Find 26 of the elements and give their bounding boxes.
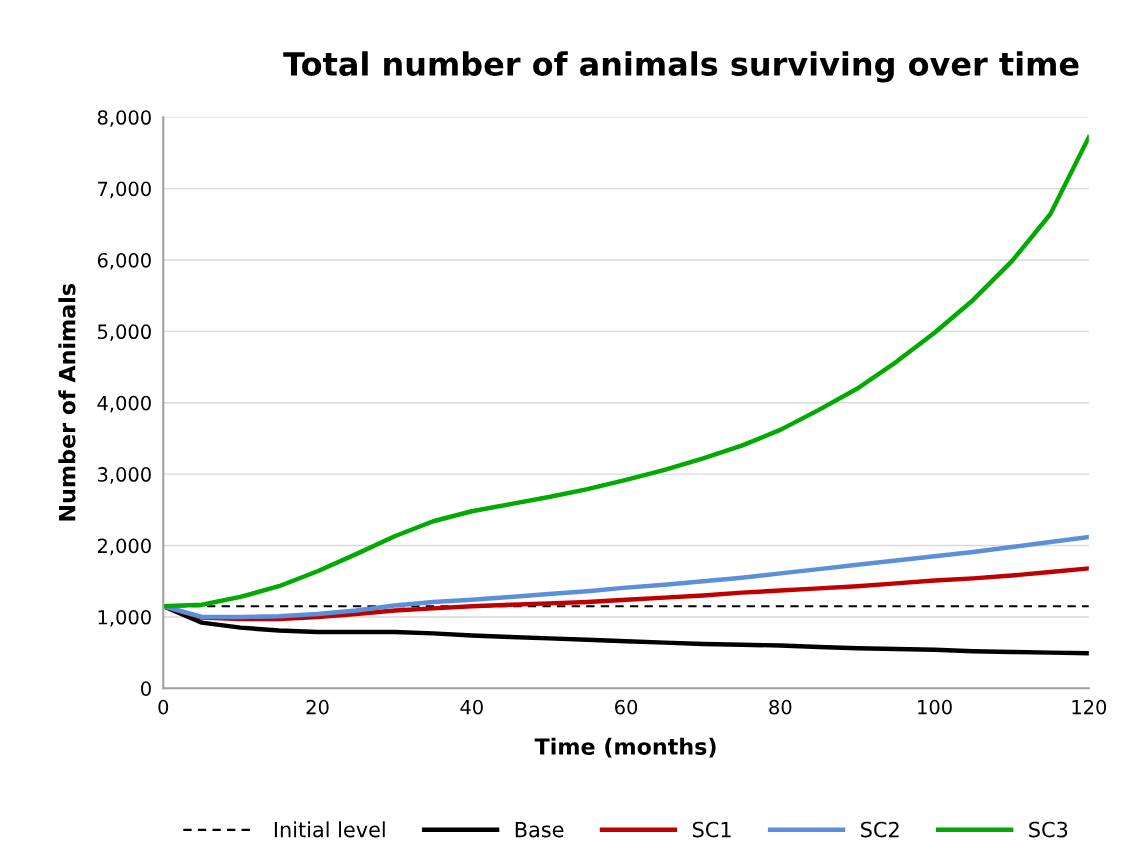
x-tick-label: 40 (460, 699, 483, 715)
y-tick-label: 7,000 (98, 181, 151, 199)
y-tick-label: 5,000 (97, 324, 151, 342)
y-tick-label: 4,000 (97, 395, 151, 413)
y-tick-label: 1,000 (98, 609, 151, 627)
y-tick-label: 6,000 (97, 252, 151, 270)
legend-label: SC3 (1029, 821, 1068, 838)
x-tick-label: 20 (306, 699, 329, 715)
x-axis-title: Time (months) (534, 737, 716, 758)
legend-label: Base (515, 821, 564, 838)
legend-label: Initial level (274, 821, 385, 838)
y-tick-label: 8,000 (97, 110, 151, 127)
x-tick-label: 120 (1072, 699, 1107, 715)
y-axis-title: Number of Animals (58, 284, 76, 521)
y-tick-label: 3,000 (97, 467, 151, 484)
legend-label: SC2 (861, 821, 899, 838)
x-tick-label: 100 (918, 699, 952, 715)
line-series (163, 534, 1089, 620)
y-tick-label: 2,000 (97, 538, 151, 556)
x-tick-label: 0 (158, 699, 169, 715)
y-tick-label: 0 (141, 681, 151, 696)
line-series (163, 134, 1089, 609)
x-tick-label: 80 (769, 699, 792, 715)
legend-label: SC1 (692, 821, 731, 838)
x-tick-label: 60 (615, 699, 638, 715)
chart-title: Total number of animals surviving over time (283, 51, 1079, 83)
